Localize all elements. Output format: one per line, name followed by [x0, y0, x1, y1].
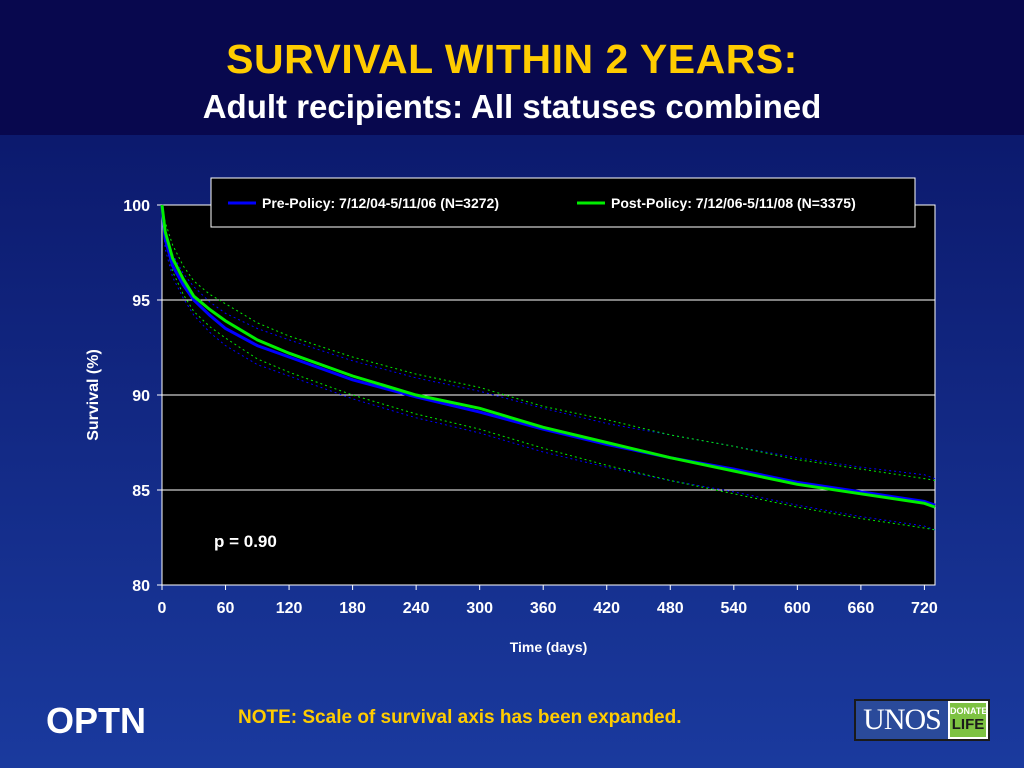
x-tick-label: 180 [339, 600, 366, 617]
y-tick-label: 80 [132, 578, 150, 595]
x-tick-label: 660 [848, 600, 875, 617]
x-tick-label: 600 [784, 600, 811, 617]
donate-life-bottom: LIFE [951, 716, 985, 733]
y-tick-label: 100 [123, 198, 150, 215]
x-tick-label: 120 [276, 600, 303, 617]
post-policy-survival-line [160, 204, 936, 509]
page-title: SURVIVAL WITHIN 2 YEARS: [226, 36, 798, 82]
post-policy-ci-lower [161, 204, 936, 531]
y-tick-label: 90 [132, 388, 150, 405]
x-tick-label: 60 [217, 600, 235, 617]
pre-policy-ci-upper [161, 204, 936, 480]
x-tick-label: 540 [720, 600, 747, 617]
x-tick-label: 480 [657, 600, 684, 617]
page-subtitle: Adult recipients: All statuses combined [202, 88, 822, 125]
p-value-annotation: p = 0.90 [214, 532, 277, 551]
x-tick-label: 300 [466, 600, 493, 617]
x-tick-label: 0 [158, 600, 167, 617]
title-banner [0, 0, 1024, 135]
post-policy-ci-upper [161, 204, 936, 481]
x-tick-label: 720 [911, 600, 938, 617]
pre-policy-ci-lower [161, 204, 936, 531]
pre-policy-legend-label: Pre-Policy: 7/12/04-5/11/06 (N=3272) [262, 195, 499, 211]
donate-life-top: DONATE [950, 706, 988, 716]
x-tick-label: 240 [403, 600, 430, 617]
x-tick-label: 420 [593, 600, 620, 617]
scale-note: NOTE: Scale of survival axis has been ex… [238, 707, 682, 728]
optn-label: OPTN [46, 700, 147, 741]
x-tick-label: 360 [530, 600, 557, 617]
post-policy-legend-label: Post-Policy: 7/12/06-5/11/08 (N=3375) [611, 195, 856, 211]
unos-logo-text: UNOS [856, 701, 948, 739]
y-tick-label: 95 [132, 293, 150, 310]
donate-life-badge: DONATE LIFE [950, 703, 988, 737]
unos-logo: UNOS DONATE LIFE [854, 699, 990, 741]
y-axis-label: Survival (%) [85, 349, 102, 441]
pre-policy-survival-line [160, 204, 936, 507]
y-tick-label: 85 [132, 483, 150, 500]
legend-box [210, 177, 916, 228]
x-axis-label: Time (days) [510, 639, 588, 655]
